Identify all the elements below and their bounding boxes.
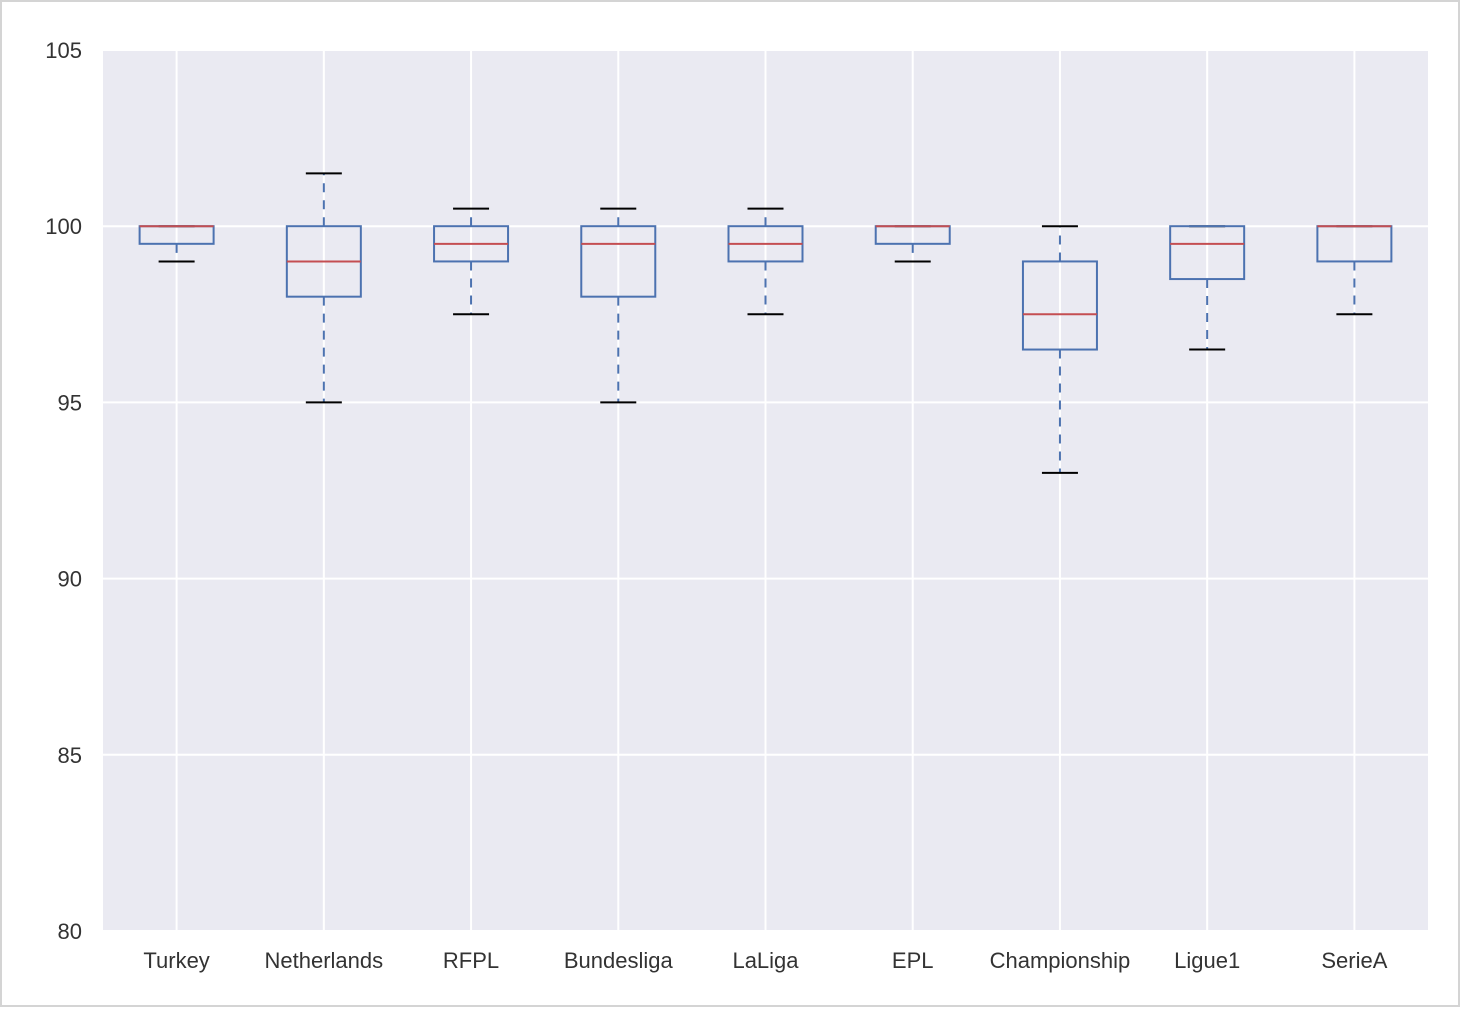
box-rfpl [433,207,510,316]
box-turkey [138,225,215,263]
x-tick-label: LaLiga [732,948,799,973]
x-tick-label: EPL [892,948,934,973]
y-axis-ticks: 80 85 90 95 100 105 [45,38,82,944]
box-ligue1 [1169,225,1246,351]
x-tick-label: Netherlands [265,948,384,973]
box-netherlands [285,172,362,404]
x-tick-label: Bundesliga [564,948,674,973]
box-championship [1021,225,1098,474]
box-laliga [727,207,804,316]
y-tick-label: 80 [58,919,82,944]
y-tick-label: 100 [45,214,82,239]
y-tick-label: 85 [58,743,82,768]
x-tick-label: Turkey [143,948,209,973]
x-axis-ticks: Turkey Netherlands RFPL Bundesliga LaLiga EPL… [143,948,1387,973]
box-body [580,225,657,298]
box-body [1169,225,1246,281]
box-epl [874,225,951,263]
x-tick-label: Ligue1 [1174,948,1240,973]
x-tick-label: SerieA [1321,948,1387,973]
y-tick-label: 90 [58,567,82,592]
y-tick-label: 105 [45,38,82,63]
box-body [1021,260,1098,351]
x-tick-label: Championship [990,948,1131,973]
grid-lines [103,49,1428,932]
y-tick-label: 95 [58,390,82,415]
box-seriea [1316,225,1393,316]
box-bundesliga [580,207,657,404]
boxes [138,172,1393,474]
x-tick-label: RFPL [443,948,499,973]
